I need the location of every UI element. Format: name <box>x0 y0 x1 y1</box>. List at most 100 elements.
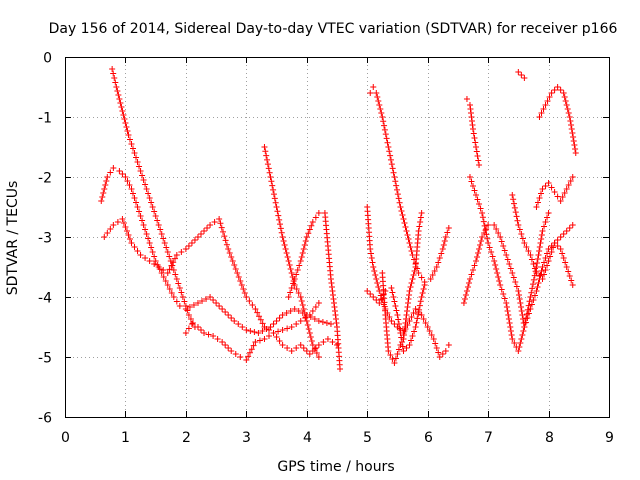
data-point <box>560 255 567 261</box>
data-point <box>251 329 258 335</box>
data-point <box>540 106 547 112</box>
data-point <box>530 281 537 288</box>
data-point <box>370 264 377 270</box>
x-tick-labels: 0 1 2 3 4 5 6 7 8 9 <box>61 430 614 446</box>
data-point <box>266 169 273 176</box>
data-point <box>110 222 117 228</box>
x-tick-label: 3 <box>242 430 251 446</box>
data-point <box>234 270 241 276</box>
data-point <box>513 213 520 220</box>
data-point <box>182 306 189 312</box>
data-point <box>303 318 310 324</box>
data-point <box>531 265 538 272</box>
data-point <box>133 199 140 206</box>
data-point <box>216 216 223 222</box>
data-point <box>475 157 482 164</box>
data-point <box>503 300 510 306</box>
data-point <box>501 247 508 254</box>
data-point <box>500 291 507 297</box>
data-point <box>568 122 575 128</box>
data-point <box>279 342 286 348</box>
data-point <box>570 138 577 144</box>
data-point <box>400 216 407 222</box>
data-point <box>525 248 532 254</box>
data-point <box>512 209 519 216</box>
data-point <box>563 264 570 270</box>
data-point <box>125 132 132 138</box>
data-point <box>541 259 548 266</box>
data-point <box>290 280 297 287</box>
data-point <box>280 238 287 244</box>
data-point <box>243 357 250 363</box>
data-point <box>247 328 254 334</box>
data-point <box>219 306 226 312</box>
data-point <box>137 252 144 258</box>
data-point <box>304 322 311 328</box>
data-point <box>569 282 576 288</box>
data-point <box>534 260 541 266</box>
data-point <box>283 310 290 316</box>
data-point <box>329 288 336 294</box>
data-point <box>402 224 409 230</box>
data-point <box>293 321 300 327</box>
data-point <box>279 312 286 318</box>
data-point <box>305 230 312 237</box>
data-point <box>222 237 229 244</box>
data-point <box>178 249 185 255</box>
data-point <box>330 300 337 306</box>
data-point <box>154 217 161 224</box>
data-point <box>393 307 400 314</box>
data-point <box>398 208 405 214</box>
data-point <box>210 333 217 339</box>
data-point <box>263 152 270 159</box>
data-point <box>119 171 126 177</box>
data-point <box>530 297 537 303</box>
data-point <box>101 186 108 192</box>
data-point <box>128 141 135 147</box>
data-point <box>265 165 272 172</box>
data-point <box>220 228 227 235</box>
data-point <box>302 238 309 244</box>
data-point <box>435 259 442 266</box>
data-point <box>388 285 395 291</box>
data-point <box>568 126 575 132</box>
data-point <box>376 300 383 306</box>
data-point <box>478 238 485 244</box>
data-point <box>178 289 185 296</box>
data-point <box>172 255 179 262</box>
data-point <box>142 226 149 233</box>
data-point <box>288 270 295 276</box>
data-point <box>506 261 513 267</box>
data-point <box>327 276 334 282</box>
data-point <box>329 292 336 298</box>
data-point <box>405 300 412 306</box>
data-point <box>231 318 238 324</box>
data-point <box>381 126 388 133</box>
data-point <box>477 242 484 248</box>
data-point <box>252 339 259 345</box>
data-point <box>189 320 196 326</box>
data-point <box>387 152 394 159</box>
data-point <box>273 334 280 340</box>
data-point <box>107 169 114 176</box>
data-point <box>533 264 540 270</box>
data-point <box>471 135 478 141</box>
data-point <box>497 282 504 288</box>
data-point <box>557 234 564 240</box>
data-point <box>533 288 540 294</box>
data-point <box>309 308 316 314</box>
data-point <box>378 296 385 302</box>
data-point <box>158 231 165 237</box>
data-point <box>369 259 376 266</box>
series-track-1 <box>109 66 198 330</box>
y-tick-label: -2 <box>38 171 52 187</box>
data-point <box>394 191 401 198</box>
data-point <box>484 235 491 242</box>
data-point <box>410 272 417 278</box>
data-point <box>277 225 284 232</box>
data-point <box>155 222 162 228</box>
data-point <box>248 346 255 353</box>
data-point <box>210 297 217 303</box>
data-point <box>468 178 475 185</box>
data-point <box>241 290 248 296</box>
